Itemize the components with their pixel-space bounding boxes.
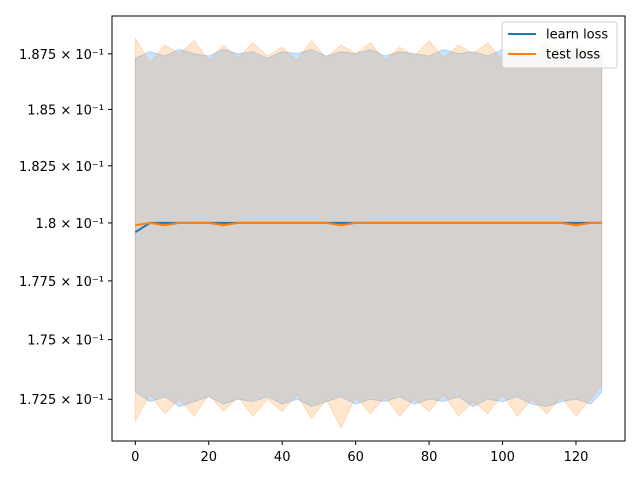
confidence-bands [134,36,603,430]
band-learn-loss [134,48,603,407]
x-tick-label: 80 [421,450,438,465]
y-tick-label: 1.875 × 10⁻¹ [19,48,104,63]
y-tick-label: 1.725 × 10⁻¹ [19,393,104,408]
band-test-loss [134,36,603,430]
x-tick-label: 40 [274,450,291,465]
legend-label-test-loss: test loss [546,48,600,63]
y-tick-label: 1.825 × 10⁻¹ [19,160,104,175]
legend-label-learn-loss: learn loss [546,28,608,43]
legend: learn loss test loss [501,21,618,69]
x-tick-label: 60 [347,450,364,465]
plot-area [111,15,626,442]
line-test-loss [135,221,602,227]
series-lines [134,221,602,234]
y-tick-label: 1.8 × 10⁻¹ [36,217,104,232]
y-tick-label: 1.85 × 10⁻¹ [27,103,104,118]
x-tick-label: 100 [490,450,515,465]
x-axis: 0 20 40 60 80 100 120 [131,441,588,465]
x-tick-label: 120 [564,450,589,465]
y-tick-label: 1.75 × 10⁻¹ [27,334,104,349]
x-tick-label: 20 [200,450,217,465]
y-axis: 1.725 × 10⁻¹ 1.75 × 10⁻¹ 1.775 × 10⁻¹ 1.8 ×… [19,48,112,408]
x-tick-label: 0 [131,450,139,465]
y-tick-label: 1.775 × 10⁻¹ [19,275,104,290]
